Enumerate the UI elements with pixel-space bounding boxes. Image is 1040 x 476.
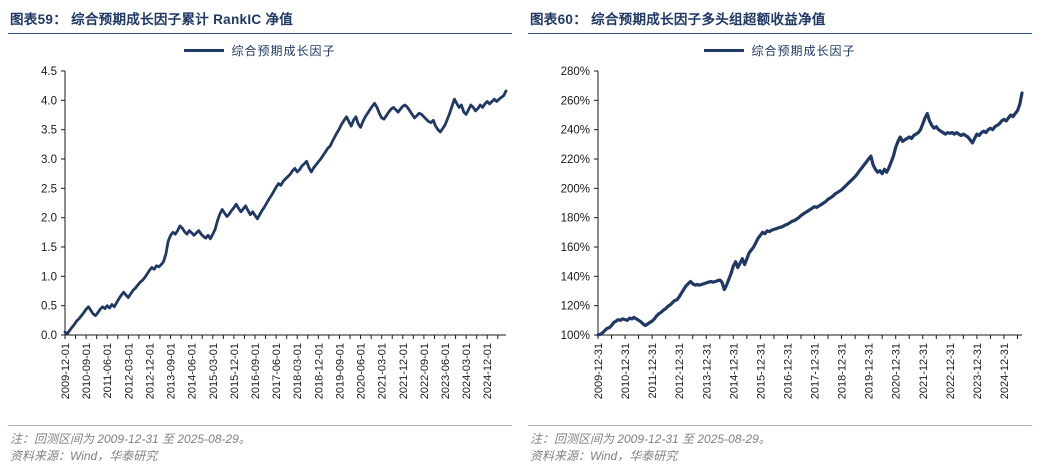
svg-text:100%: 100% [561,330,590,342]
svg-text:3.5: 3.5 [41,125,57,137]
chart-title-59: 图表59： 综合预期成长因子累计 RankIC 净值 [8,0,512,34]
svg-text:2011-06-01: 2011-06-01 [102,343,114,398]
chart-panel-excess-return: 图表60： 综合预期成长因子多头组超额收益净值 综合预期成长因子 100% 120… [520,0,1040,476]
chart-notes: 注：回测区间为 2009-12-31 至 2025-08-29。 资料来源：Wi… [528,425,1032,465]
svg-text:2023-06-01: 2023-06-01 [440,343,452,399]
legend-rankic: 综合预期成长因子 [8,37,512,63]
svg-text:3.0: 3.0 [41,154,57,166]
legend-label: 综合预期成长因子 [231,43,336,58]
svg-text:2009-12-01: 2009-12-01 [60,343,72,399]
svg-text:1.5: 1.5 [41,242,57,254]
svg-text:200%: 200% [561,183,590,195]
backtest-note: 注：回测区间为 2009-12-31 至 2025-08-29。 [530,432,771,446]
svg-text:2013-09-01: 2013-09-01 [166,343,178,399]
svg-text:180%: 180% [561,213,590,225]
rankic-line-chart: 0.0 0.5 1.0 1.5 2.0 2.5 3.0 3.5 4.0 4.5 2009-12-01… [41,66,508,399]
svg-text:120%: 120% [561,301,590,313]
svg-text:280%: 280% [561,66,590,78]
svg-text:2010-12-31: 2010-12-31 [620,343,632,399]
svg-text:4.0: 4.0 [41,95,57,107]
svg-text:2016-09-01: 2016-09-01 [250,343,262,399]
chart-title-60: 图表60： 综合预期成长因子多头组超额收益净值 [528,0,1032,34]
svg-text:2024-12-31: 2024-12-31 [999,343,1011,399]
svg-text:2018-03-01: 2018-03-01 [292,343,304,399]
svg-text:2012-12-01: 2012-12-01 [144,343,156,399]
legend-line-swatch [184,48,225,52]
svg-text:260%: 260% [561,95,590,107]
svg-text:2014-06-01: 2014-06-01 [187,343,199,399]
legend-label: 综合预期成长因子 [751,43,856,58]
svg-text:2010-09-01: 2010-09-01 [81,343,93,399]
svg-text:2019-12-31: 2019-12-31 [864,343,876,399]
svg-text:2017-06-01: 2017-06-01 [271,343,283,399]
legend-excess-return: 综合预期成长因子 [528,37,1032,63]
svg-text:2015-12-01: 2015-12-01 [229,343,241,399]
svg-text:1.0: 1.0 [41,271,57,283]
svg-text:2016-12-31: 2016-12-31 [782,343,794,399]
svg-text:2021-12-01: 2021-12-01 [398,343,410,399]
legend-line-swatch [704,48,745,52]
svg-text:0.0: 0.0 [41,330,57,342]
svg-text:2021-03-01: 2021-03-01 [377,343,389,399]
svg-text:2013-12-31: 2013-12-31 [701,343,713,399]
svg-text:2015-12-31: 2015-12-31 [755,343,767,399]
svg-text:2021-12-31: 2021-12-31 [918,343,930,399]
svg-text:160%: 160% [561,242,590,254]
svg-text:0.5: 0.5 [41,301,57,313]
chart-notes: 注：回测区间为 2009-12-31 至 2025-08-29。 资料来源：Wi… [8,425,512,465]
svg-text:2017-12-31: 2017-12-31 [810,343,822,399]
svg-text:2024-03-01: 2024-03-01 [461,343,473,399]
svg-text:2020-06-01: 2020-06-01 [356,343,368,399]
svg-text:2014-12-31: 2014-12-31 [728,343,740,399]
svg-text:240%: 240% [561,125,590,137]
svg-text:2022-09-01: 2022-09-01 [419,343,431,399]
svg-text:2023-12-31: 2023-12-31 [972,343,984,399]
svg-text:2012-12-31: 2012-12-31 [674,343,686,399]
backtest-note: 注：回测区间为 2009-12-31 至 2025-08-29。 [10,432,251,446]
svg-text:2024-12-01: 2024-12-01 [482,343,494,399]
svg-text:2011-12-31: 2011-12-31 [647,343,659,398]
svg-text:2.5: 2.5 [41,183,57,195]
svg-text:2015-03-01: 2015-03-01 [208,343,220,399]
chart-panel-rankic: 图表59： 综合预期成长因子累计 RankIC 净值 综合预期成长因子 0.0 0… [8,0,512,465]
svg-text:2020-12-31: 2020-12-31 [891,343,903,399]
source-note: 资料来源：Wind，华泰研究 [530,449,678,463]
svg-text:220%: 220% [561,154,590,166]
svg-text:2018-12-01: 2018-12-01 [313,343,325,399]
svg-text:2019-09-01: 2019-09-01 [334,343,346,399]
svg-text:2.0: 2.0 [41,213,57,225]
svg-text:2012-03-01: 2012-03-01 [123,343,135,399]
excess-return-line-chart: 100% 120% 140% 160% 180% 200% 220% 240% 260% 280%… [561,66,1024,399]
svg-text:2009-12-31: 2009-12-31 [593,343,605,399]
source-note: 资料来源：Wind，华泰研究 [10,449,158,463]
svg-text:2018-12-31: 2018-12-31 [837,343,849,399]
svg-text:140%: 140% [561,271,590,283]
svg-text:4.5: 4.5 [41,66,57,78]
svg-text:2022-12-31: 2022-12-31 [945,343,957,399]
